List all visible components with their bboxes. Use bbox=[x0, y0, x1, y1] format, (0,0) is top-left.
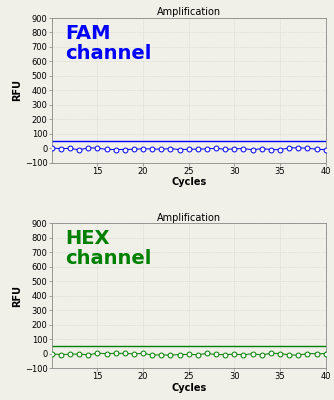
Y-axis label: RFU: RFU bbox=[12, 285, 22, 307]
Y-axis label: RFU: RFU bbox=[12, 79, 22, 101]
X-axis label: Cycles: Cycles bbox=[171, 382, 206, 392]
X-axis label: Cycles: Cycles bbox=[171, 177, 206, 187]
Text: HEX
channel: HEX channel bbox=[65, 229, 152, 268]
Title: Amplification: Amplification bbox=[157, 212, 221, 222]
Title: Amplification: Amplification bbox=[157, 7, 221, 17]
Text: FAM
channel: FAM channel bbox=[65, 24, 152, 62]
